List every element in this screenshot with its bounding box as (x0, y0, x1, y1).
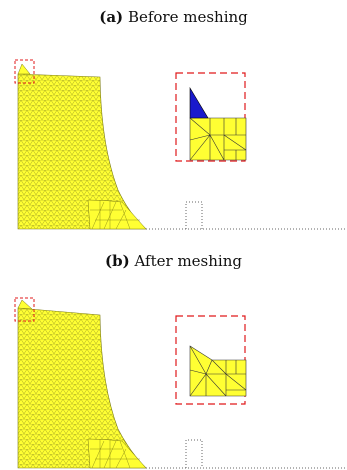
defect-element-a (189, 86, 209, 119)
caption-a-text: Before meshing (127, 8, 248, 26)
corner-notch-a (17, 63, 31, 75)
mesh-body-a (17, 73, 147, 230)
caption-panel-b: (b) After meshing (0, 252, 347, 270)
caption-a-tag: (a) (99, 8, 124, 26)
dotted-outline-a (146, 201, 347, 230)
corner-notch-b (17, 299, 33, 310)
inset-mesh-lines-b (189, 345, 247, 397)
inset-mesh-b (189, 345, 247, 397)
refined-fillet-lines-a (90, 200, 140, 230)
refined-fillet-region-a (87, 199, 147, 230)
mesh-body-b (17, 307, 147, 469)
corner-highlight-box-b (14, 297, 35, 322)
inset-mesh-lines-a (189, 117, 247, 161)
dotted-outline-b (146, 439, 347, 469)
caption-panel-a: (a) Before meshing (0, 8, 347, 26)
corner-highlight-box-a (14, 59, 35, 84)
panel-b-after-meshing (14, 297, 347, 469)
panel-a-before-meshing (14, 59, 347, 230)
refined-fillet-lines-b (90, 439, 140, 469)
refined-fillet-region-b (87, 438, 147, 469)
caption-b-tag: (b) (105, 252, 130, 270)
inset-mesh-a (189, 117, 247, 161)
caption-b-text: After meshing (134, 252, 242, 270)
